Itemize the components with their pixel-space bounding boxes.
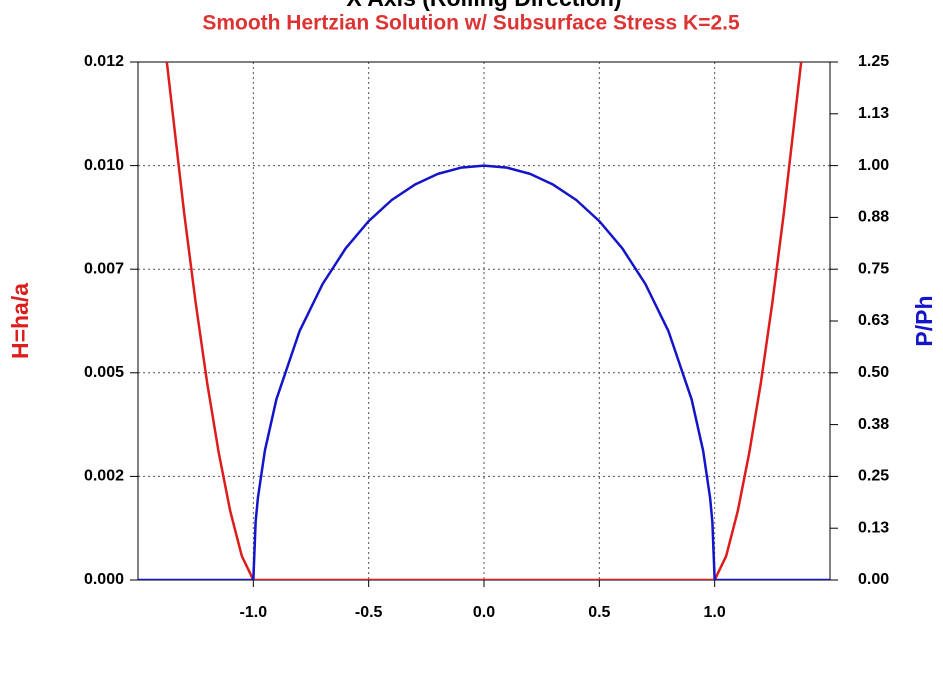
x-tick-label: 0.0: [473, 604, 495, 621]
y2-tick-label: 1.13: [858, 105, 889, 122]
y-tick-label: 0.010: [84, 157, 124, 174]
series-line: [165, 62, 803, 580]
y-axis-label: H=ha/a: [7, 283, 33, 359]
y-tick-label: 0.012: [84, 53, 124, 70]
plot-area: [138, 62, 830, 580]
x-tick-label: -1.0: [240, 604, 268, 621]
series-line: [138, 164, 830, 580]
y2-axis-label: P/Ph: [911, 295, 937, 346]
y-tick-label: 0.000: [84, 571, 124, 588]
x-tick-label: 1.0: [704, 604, 726, 621]
y-tick-label: 0.005: [84, 364, 124, 381]
x-tick-label: 0.5: [588, 604, 610, 621]
y-tick-label: 0.002: [84, 468, 124, 485]
y-tick-label: 0.007: [84, 260, 124, 277]
y2-tick-label: 0.38: [858, 416, 889, 433]
chart-title: Smooth Hertzian Solution w/ Subsurface S…: [202, 12, 740, 35]
y2-tick-label: 0.13: [858, 519, 889, 536]
y2-tick-label: 1.00: [858, 157, 889, 174]
y2-tick-label: 0.00: [858, 571, 889, 588]
y2-tick-label: 0.25: [858, 468, 889, 485]
y2-tick-label: 0.50: [858, 364, 889, 381]
x-axis-label: X Axis (Rolling Direction): [346, 0, 621, 11]
y2-tick-label: 1.25: [858, 53, 889, 70]
y2-tick-label: 0.75: [858, 260, 889, 277]
y2-tick-label: 0.88: [858, 209, 889, 226]
x-tick-label: -0.5: [355, 604, 383, 621]
y2-tick-label: 0.63: [858, 312, 889, 329]
